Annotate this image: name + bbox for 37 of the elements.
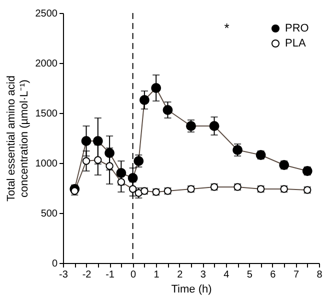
point [92,136,103,146]
point [162,105,173,115]
x-tick-label: 6 [270,270,276,280]
y-tick-label: 1000 [35,158,58,170]
x-tick-label: 7 [293,270,300,280]
point [139,95,150,105]
x-tick-label: -2 [82,270,92,280]
legend-label: PLA [285,38,306,50]
x-tick-label: 0 [130,270,137,280]
x-tick-label: 2 [177,270,184,280]
legend-label: PRO [285,22,310,34]
point [82,157,90,165]
point [128,173,138,183]
x-tick-label: 5 [246,270,253,280]
x-tick-label: -3 [59,270,68,280]
x-tick-label: -1 [106,270,115,280]
y-tick-label: 0 [52,258,58,270]
x-tick-label: 4 [224,270,230,280]
point [104,148,115,158]
x-tick-label: 3 [200,270,206,280]
point [94,156,102,164]
y-tick-label: 500 [40,208,58,220]
annotation: * [224,20,230,36]
point [106,162,114,170]
point [151,83,162,93]
y-tick-label: 2000 [35,58,58,70]
point [117,178,126,186]
x-tick-label: 8 [316,270,323,280]
y-tick-label: 1500 [35,108,58,120]
point [116,168,126,178]
point [81,136,92,146]
x-tick-label: 1 [154,270,160,280]
x-axis-title: Time (h) [171,284,212,296]
y-tick-label: 2500 [35,8,58,20]
y-axis-title: Total essential amino acid concentration (µmol·L⁻¹) [5,76,30,202]
point [128,185,137,193]
point [209,121,220,131]
